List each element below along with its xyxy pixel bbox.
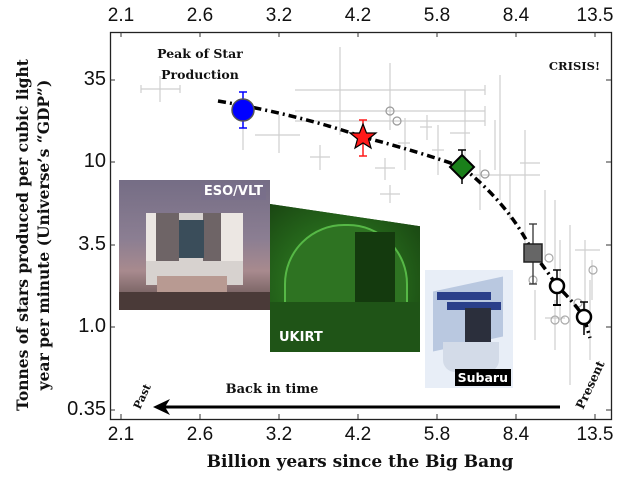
y-tick-label: 3.5	[78, 233, 106, 255]
back-in-time-arrow	[153, 399, 560, 415]
red-star-marker	[348, 119, 378, 157]
y-ticks	[110, 79, 611, 411]
bottom-tick-label: 2.1	[107, 424, 135, 445]
bottom-tick-label: 4.2	[344, 424, 372, 445]
subaru-label: Subaru	[454, 369, 511, 386]
eso-vlt-photo: ESO/VLT	[119, 180, 270, 310]
top-tick-label: 5.8	[423, 5, 451, 26]
x-axis-label: Billion years since the Big Bang	[206, 452, 514, 472]
past-label: Past	[131, 381, 154, 411]
y-tick-label: 35	[83, 68, 106, 90]
bottom-tick-label: 3.2	[265, 424, 293, 445]
peak-label-line2: Production	[161, 67, 239, 82]
top-tick-label: 8.4	[502, 5, 530, 26]
eso-vlt-label: ESO/VLT	[200, 183, 266, 200]
blue-circle-marker	[231, 91, 255, 129]
top-tick-label: 4.2	[344, 5, 372, 26]
y-tick-label: 1.0	[78, 315, 106, 337]
white-circle-markers	[548, 269, 593, 335]
top-tick-label: 2.6	[186, 5, 214, 26]
ukirt-photo: UKIRT	[270, 204, 420, 352]
top-tick-label: 2.1	[107, 5, 135, 26]
grey-square-marker	[523, 223, 543, 285]
back-in-time-label: Back in time	[226, 382, 319, 397]
subaru-photo: Subaru	[425, 270, 513, 388]
x-ticks	[120, 32, 596, 419]
top-tick-label: 3.2	[265, 5, 293, 26]
trend-line	[217, 99, 592, 339]
y-tick-label: 0.35	[67, 398, 106, 420]
bottom-tick-label: 13.5	[576, 424, 614, 445]
plot-frame	[109, 31, 613, 421]
bottom-tick-label: 2.6	[186, 424, 214, 445]
grey-literature-points	[140, 47, 600, 385]
crisis-label: CRISIS!	[549, 59, 600, 73]
bottom-tick-label: 8.4	[502, 424, 530, 445]
present-label: Present	[573, 358, 608, 411]
ukirt-label: UKIRT	[279, 330, 323, 345]
green-diamond-marker	[448, 149, 476, 184]
y-tick-label: 10	[83, 150, 106, 172]
top-tick-label: 13.5	[576, 5, 614, 26]
bottom-tick-label: 5.8	[423, 424, 451, 445]
peak-label-line1: Peak of Star	[157, 46, 243, 61]
